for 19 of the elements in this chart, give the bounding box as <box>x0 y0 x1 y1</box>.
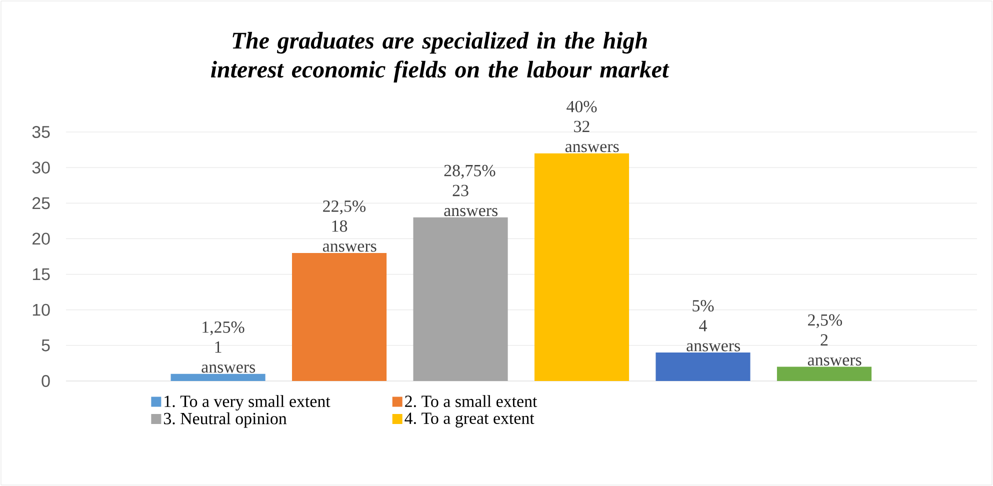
legend-label: 2. To a small extent <box>405 395 538 408</box>
y-tick-label: 5 <box>42 340 50 352</box>
y-tick-label: 10 <box>32 304 50 316</box>
legend-label: 4. To a great extent <box>404 412 534 428</box>
data-label: 2,5% 2 answers <box>808 314 862 366</box>
y-tick-label: 30 <box>32 162 50 174</box>
legend-label: 3. Neutral opinion <box>164 412 287 428</box>
y-tick-label: 0 <box>42 375 50 387</box>
data-label: 22,5% 18 answers <box>322 200 376 252</box>
data-label: 1,25% 1 answers <box>202 321 256 373</box>
y-tick-label: 35 <box>32 126 50 138</box>
y-tick-label: 15 <box>32 268 50 280</box>
data-label: 5% 4 answers <box>686 300 740 352</box>
y-tick-label: 25 <box>32 197 50 210</box>
chart-title: The graduates are specialized in the high interest economic fields on the labour market <box>210 32 670 82</box>
data-label: 40% 32 answers <box>565 100 619 152</box>
legend-label: 1. To a very small extent <box>164 395 330 411</box>
y-tick-label: 20 <box>32 232 50 245</box>
data-label: 28,75% 23 answers <box>444 164 498 216</box>
